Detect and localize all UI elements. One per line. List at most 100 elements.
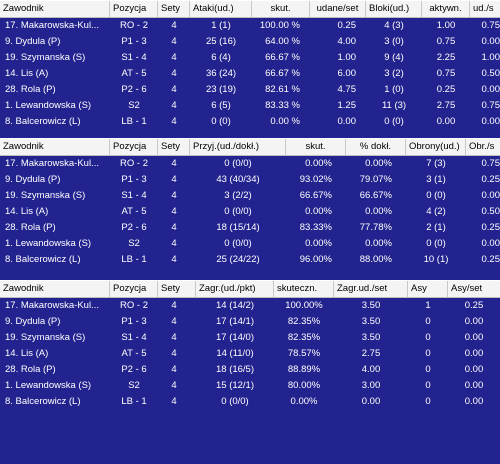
- cell-blocks-per-set: 1.00: [481, 52, 500, 63]
- cell-receptions: 43 (40/34): [216, 174, 260, 185]
- cell-efficiency: 66.67%: [299, 190, 332, 201]
- cell-position: AT - 5: [121, 206, 147, 217]
- col-header-player[interactable]: Zawodnik: [0, 139, 110, 155]
- cell-activity: 0.75: [436, 36, 456, 47]
- cell-player: 8. Balcerowicz (L): [5, 396, 81, 407]
- cell-serve-efficiency: 82.35%: [287, 332, 321, 343]
- cell-defenses-per-set: 0.25: [481, 174, 500, 185]
- col-header-blocks[interactable]: Bloki(ud.): [366, 1, 422, 17]
- table-row[interactable]: 19. Szymanska (S) S1 - 4 4 3 (2/2) 66.67…: [0, 188, 500, 204]
- col-header-defenses-per-set[interactable]: Obr./s: [469, 141, 495, 152]
- table-row[interactable]: 9. Dydula (P) P1 - 3 4 43 (40/34) 93.02%…: [0, 172, 500, 188]
- col-header-aces-per-set[interactable]: Asy/set: [451, 283, 483, 294]
- cell-serve-efficiency: 78.57%: [287, 348, 321, 359]
- table-row[interactable]: 28. Rola (P) P2 - 6 4 23 (19) 82.61 % 4.…: [0, 82, 500, 98]
- cell-aces-per-set: 0.00: [464, 348, 484, 359]
- cell-position: P2 - 6: [121, 84, 147, 95]
- table-row[interactable]: 14. Lis (A) AT - 5 4 14 (11/0) 78.57% 2.…: [0, 346, 500, 362]
- table-row[interactable]: 19. Szymanska (S) S1 - 4 4 6 (4) 66.67 %…: [0, 50, 500, 66]
- cell-sets: 4: [171, 380, 177, 391]
- cell-serves-per-set: 3.50: [361, 332, 381, 343]
- table-header: Zawodnik Pozycja Sety Ataki(ud.) skut. u…: [0, 0, 500, 18]
- col-header-accuracy[interactable]: % dokł.: [346, 139, 406, 155]
- table-row[interactable]: 17. Makarowska-Kul... RO - 2 4 14 (14/2)…: [0, 298, 500, 314]
- col-header-activity[interactable]: aktywn.: [422, 1, 470, 17]
- cell-sets: 4: [171, 332, 177, 343]
- col-header-serves-per-set[interactable]: Zagr.ud./set: [334, 281, 408, 297]
- cell-serves: 15 (12/1): [215, 380, 255, 391]
- col-header-sets[interactable]: Sety: [158, 1, 190, 17]
- col-header-serves[interactable]: Zagr.(ud./pkt): [196, 281, 274, 297]
- col-header-position[interactable]: Pozycja: [110, 281, 158, 297]
- col-header-player[interactable]: Zawodnik: [0, 281, 110, 297]
- cell-accuracy: 0.00%: [365, 238, 392, 249]
- cell-receptions: 18 (15/14): [216, 222, 260, 233]
- col-header-position[interactable]: Pozycja: [110, 139, 158, 155]
- cell-position: RO - 2: [120, 20, 148, 31]
- cell-serves-per-set: 3.50: [361, 316, 381, 327]
- col-header-receptions[interactable]: Przyj.(ud./dokł.): [190, 139, 286, 155]
- cell-player: 17. Makarowska-Kul...: [5, 300, 99, 311]
- cell-efficiency: 64.00 %: [265, 36, 300, 47]
- table-row[interactable]: 8. Balcerowicz (L) LB - 1 4 0 (0) 0.00 %…: [0, 114, 500, 130]
- cell-serves: 17 (14/1): [215, 316, 255, 327]
- cell-aces-per-set: 0.00: [464, 332, 484, 343]
- table-row[interactable]: 9. Dydula (P) P1 - 3 4 25 (16) 64.00 % 4…: [0, 34, 500, 50]
- cell-accuracy: 66.67%: [359, 190, 392, 201]
- table-row[interactable]: 14. Lis (A) AT - 5 4 36 (24) 66.67 % 6.0…: [0, 66, 500, 82]
- cell-player: 28. Rola (P): [5, 84, 56, 95]
- cell-activity: 2.75: [436, 100, 456, 111]
- cell-aces: 0: [425, 396, 431, 407]
- cell-position: LB - 1: [121, 396, 147, 407]
- cell-sets: 4: [171, 348, 177, 359]
- col-header-efficiency[interactable]: skut.: [252, 1, 310, 17]
- cell-aces: 0: [425, 380, 431, 391]
- col-header-position[interactable]: Pozycja: [110, 1, 158, 17]
- col-header-sets[interactable]: Sety: [158, 281, 196, 297]
- table-row[interactable]: 28. Rola (P) P2 - 6 4 18 (16/5) 88.89% 4…: [0, 362, 500, 378]
- table-row[interactable]: 9. Dydula (P) P1 - 3 4 17 (14/1) 82.35% …: [0, 314, 500, 330]
- table-row[interactable]: 14. Lis (A) AT - 5 4 0 (0/0) 0.00% 0.00%…: [0, 204, 500, 220]
- cell-player: 8. Balcerowicz (L): [5, 116, 81, 127]
- cell-blocks-per-set: 0.75: [481, 100, 500, 111]
- table-row[interactable]: 8. Balcerowicz (L) LB - 1 4 0 (0/0) 0.00…: [0, 394, 500, 410]
- table-row[interactable]: 1. Lewandowska (S) S2 4 15 (12/1) 80.00%…: [0, 378, 500, 394]
- cell-activity: 0.25: [436, 84, 456, 95]
- table-row[interactable]: 19. Szymanska (S) S1 - 4 4 17 (14/0) 82.…: [0, 330, 500, 346]
- cell-position: S2: [128, 238, 140, 249]
- col-header-sets[interactable]: Sety: [158, 139, 190, 155]
- cell-player: 1. Lewandowska (S): [5, 100, 92, 111]
- col-header-serve-efficiency[interactable]: skuteczn.: [274, 281, 334, 297]
- cell-sets: 4: [171, 100, 177, 111]
- cell-serve-efficiency: 100.00%: [285, 300, 323, 311]
- cell-successful-per-set: 0.00: [337, 116, 357, 127]
- table-row[interactable]: 8. Balcerowicz (L) LB - 1 4 25 (24/22) 9…: [0, 252, 500, 268]
- col-header-defenses[interactable]: Obrony(ud.): [406, 139, 466, 155]
- table-row[interactable]: 1. Lewandowska (S) S2 4 6 (5) 83.33 % 1.…: [0, 98, 500, 114]
- cell-efficiency: 82.61 %: [265, 84, 300, 95]
- table-row[interactable]: 17. Makarowska-Kul... RO - 2 4 1 (1) 100…: [0, 18, 500, 34]
- cell-efficiency: 0.00%: [305, 206, 332, 217]
- table-row[interactable]: 17. Makarowska-Kul... RO - 2 4 0 (0/0) 0…: [0, 156, 500, 172]
- col-header-attacks[interactable]: Ataki(ud.): [190, 1, 252, 17]
- cell-sets: 4: [171, 158, 177, 169]
- col-header-aces[interactable]: Asy: [408, 281, 448, 297]
- col-header-successful-per-set[interactable]: udane/set: [310, 1, 366, 17]
- cell-efficiency: 0.00 %: [270, 116, 300, 127]
- cell-accuracy: 0.00%: [365, 206, 392, 217]
- table-row[interactable]: 28. Rola (P) P2 - 6 4 18 (15/14) 83.33% …: [0, 220, 500, 236]
- cell-efficiency: 0.00%: [305, 158, 332, 169]
- cell-accuracy: 0.00%: [365, 158, 392, 169]
- col-header-blocks-per-set[interactable]: ud./s: [473, 3, 494, 14]
- cell-aces-per-set: 0.25: [464, 300, 484, 311]
- table-row[interactable]: 1. Lewandowska (S) S2 4 0 (0/0) 0.00% 0.…: [0, 236, 500, 252]
- cell-player: 1. Lewandowska (S): [5, 238, 92, 249]
- cell-receptions: 0 (0/0): [224, 238, 252, 249]
- cell-successful-per-set: 4.00: [337, 36, 357, 47]
- col-header-efficiency[interactable]: skut.: [286, 139, 346, 155]
- col-header-player[interactable]: Zawodnik: [0, 1, 110, 17]
- attack-block-stats-table: Zawodnik Pozycja Sety Ataki(ud.) skut. u…: [0, 0, 500, 130]
- cell-serves: 0 (0/0): [221, 396, 249, 407]
- cell-player: 19. Szymanska (S): [5, 190, 86, 201]
- cell-sets: 4: [171, 238, 177, 249]
